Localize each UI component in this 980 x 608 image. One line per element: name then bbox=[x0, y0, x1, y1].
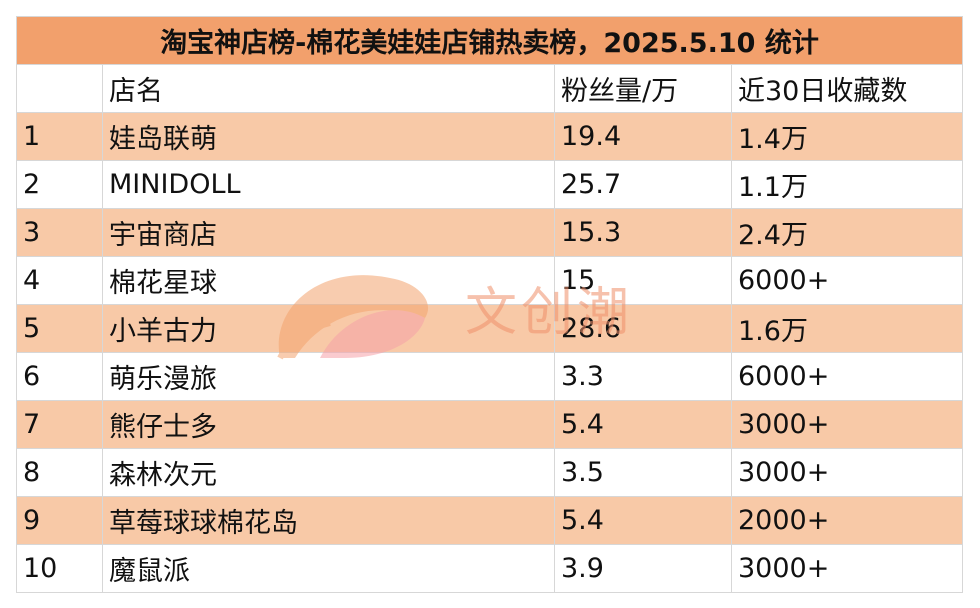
fans-cell: 3.9 bbox=[554, 544, 732, 593]
rank-cell: 1 bbox=[16, 112, 103, 161]
saves-cell: 3000+ bbox=[730, 400, 964, 449]
table-row: 5 小羊古力 28.6 1.6万 bbox=[16, 304, 964, 353]
fans-cell: 3.5 bbox=[554, 448, 732, 497]
shop-name-cell: 宇宙商店 bbox=[102, 208, 555, 257]
shop-name-cell: 娃岛联萌 bbox=[102, 112, 555, 161]
table-row: 10 魔鼠派 3.9 3000+ bbox=[16, 544, 964, 593]
rank-cell: 4 bbox=[16, 256, 103, 305]
saves-cell: 1.4万 bbox=[730, 112, 964, 161]
fans-cell: 5.4 bbox=[554, 400, 732, 449]
shop-name-cell: 草莓球球棉花岛 bbox=[102, 496, 555, 545]
rank-cell: 3 bbox=[16, 208, 103, 257]
ranking-table-container: 淘宝神店榜-棉花美娃娃店铺热卖榜，2025.5.10 统计 店名 粉丝量/万 近… bbox=[15, 16, 964, 593]
saves-cell: 3000+ bbox=[730, 448, 964, 497]
table-row: 7 熊仔士多 5.4 3000+ bbox=[16, 400, 964, 449]
shop-name-cell: MINIDOLL bbox=[102, 160, 555, 209]
ranking-table: 淘宝神店榜-棉花美娃娃店铺热卖榜，2025.5.10 统计 店名 粉丝量/万 近… bbox=[15, 16, 964, 593]
table-row: 6 萌乐漫旅 3.3 6000+ bbox=[16, 352, 964, 401]
header-row: 店名 粉丝量/万 近30日收藏数 bbox=[16, 64, 964, 113]
shop-name-cell: 魔鼠派 bbox=[102, 544, 555, 593]
shop-name-cell: 棉花星球 bbox=[102, 256, 555, 305]
rank-cell: 5 bbox=[16, 304, 103, 353]
shop-name-cell: 熊仔士多 bbox=[102, 400, 555, 449]
header-fans: 粉丝量/万 bbox=[554, 64, 732, 113]
saves-cell: 1.6万 bbox=[730, 304, 964, 353]
saves-cell: 6000+ bbox=[730, 256, 964, 305]
table-title: 淘宝神店榜-棉花美娃娃店铺热卖榜，2025.5.10 统计 bbox=[15, 16, 964, 65]
fans-cell: 15.3 bbox=[554, 208, 732, 257]
fans-cell: 3.3 bbox=[554, 352, 732, 401]
fans-cell: 5.4 bbox=[554, 496, 732, 545]
rank-cell: 2 bbox=[16, 160, 103, 209]
header-saves: 近30日收藏数 bbox=[730, 64, 964, 113]
table-row: 3 宇宙商店 15.3 2.4万 bbox=[16, 208, 964, 257]
fans-cell: 15 bbox=[554, 256, 732, 305]
table-row: 9 草莓球球棉花岛 5.4 2000+ bbox=[16, 496, 964, 545]
saves-cell: 2000+ bbox=[730, 496, 964, 545]
rank-cell: 8 bbox=[16, 448, 103, 497]
header-rank bbox=[16, 64, 103, 113]
title-row: 淘宝神店榜-棉花美娃娃店铺热卖榜，2025.5.10 统计 bbox=[15, 16, 964, 65]
shop-name-cell: 森林次元 bbox=[102, 448, 555, 497]
shop-name-cell: 萌乐漫旅 bbox=[102, 352, 555, 401]
fans-cell: 19.4 bbox=[554, 112, 732, 161]
table-row: 8 森林次元 3.5 3000+ bbox=[16, 448, 964, 497]
saves-cell: 2.4万 bbox=[730, 208, 964, 257]
rank-cell: 10 bbox=[16, 544, 103, 593]
saves-cell: 3000+ bbox=[730, 544, 964, 593]
header-shop-name: 店名 bbox=[102, 64, 555, 113]
fans-cell: 25.7 bbox=[554, 160, 732, 209]
saves-cell: 6000+ bbox=[730, 352, 964, 401]
saves-cell: 1.1万 bbox=[730, 160, 964, 209]
table-row: 4 棉花星球 15 6000+ bbox=[16, 256, 964, 305]
rank-cell: 6 bbox=[16, 352, 103, 401]
fans-cell: 28.6 bbox=[554, 304, 732, 353]
table-row: 2 MINIDOLL 25.7 1.1万 bbox=[16, 160, 964, 209]
rank-cell: 9 bbox=[16, 496, 103, 545]
shop-name-cell: 小羊古力 bbox=[102, 304, 555, 353]
rank-cell: 7 bbox=[16, 400, 103, 449]
table-row: 1 娃岛联萌 19.4 1.4万 bbox=[16, 112, 964, 161]
